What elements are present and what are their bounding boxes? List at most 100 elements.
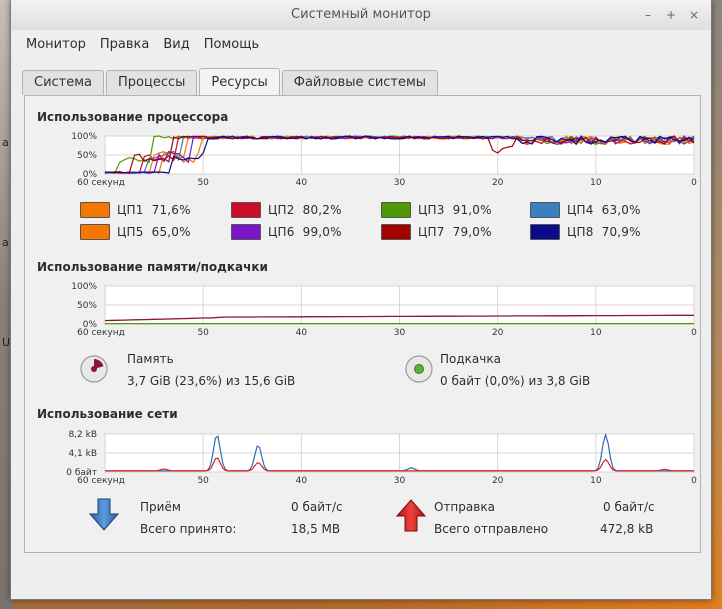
- cpu-graph: 60 секунд 50 40 30 20 10 0 100% 50% 0%: [25, 128, 702, 194]
- desktop-right-edge: [712, 0, 722, 609]
- cpu-y-tick: 50%: [77, 151, 97, 161]
- net-y-tick: 8,2 kB: [68, 430, 97, 440]
- cpu6-legend[interactable]: ЦП6 99,0%: [231, 224, 342, 240]
- cpu-x-tick: 10: [590, 178, 602, 188]
- memory-pie-icon[interactable]: [79, 354, 109, 387]
- cpu-x-tick: 30: [394, 178, 406, 188]
- cpu6-swatch[interactable]: [231, 224, 261, 240]
- mem-y-tick: 50%: [77, 301, 97, 311]
- mem-y-tick: 100%: [71, 282, 97, 292]
- minimize-icon[interactable]: –: [645, 8, 651, 22]
- desktop-glyph: a: [2, 236, 9, 249]
- memory-section-title: Использование памяти/подкачки: [37, 260, 268, 274]
- system-monitor-window: Системный монитор – + × Монитор Правка В…: [10, 0, 712, 600]
- swap-value: 0 байт (0,0%) из 3,8 GiB: [440, 374, 591, 388]
- network-graph: 60 секунд 50 40 30 20 10 0 8,2 kB 4,1 kB 0 байт: [25, 426, 702, 492]
- send-total: 472,8 kB: [600, 522, 654, 536]
- cpu8-legend[interactable]: ЦП8 70,9%: [530, 224, 641, 240]
- network-graph-svg: 60 секунд 50 40 30 20 10 0 8,2 kB 4,1 kB 0 байт: [66, 430, 697, 486]
- cpu3-legend[interactable]: ЦП3 91,0%: [381, 202, 492, 218]
- net-x-tick: 60 секунд: [77, 476, 125, 486]
- send-total-label: Всего отправлено: [434, 522, 549, 536]
- net-x-tick: 10: [590, 476, 602, 486]
- send-label: Отправка: [434, 500, 495, 514]
- cpu7-swatch[interactable]: [381, 224, 411, 240]
- cpu-x-tick: 20: [492, 178, 504, 188]
- receive-rate: 0 байт/с: [291, 500, 343, 514]
- mem-x-tick: 60 секунд: [77, 328, 125, 338]
- swap-label: Подкачка: [440, 352, 501, 366]
- memory-line: [104, 314, 694, 322]
- cpu7-legend[interactable]: ЦП7 79,0%: [381, 224, 492, 240]
- title-bar[interactable]: Системный монитор – + ×: [11, 0, 711, 30]
- mem-x-tick: 50: [197, 328, 209, 338]
- cpu7-label: ЦП7 79,0%: [418, 225, 492, 239]
- cpu2-legend[interactable]: ЦП2 80,2%: [231, 202, 342, 218]
- receive-total: 18,5 MB: [291, 522, 341, 536]
- cpu2-swatch[interactable]: [231, 202, 261, 218]
- memory-value: 3,7 GiB (23,6%) из 15,6 GiB: [127, 374, 296, 388]
- menu-bar: Монитор Правка Вид Помощь: [11, 30, 711, 58]
- mem-x-tick: 10: [590, 328, 602, 338]
- net-x-tick: 20: [492, 476, 504, 486]
- close-icon[interactable]: ×: [689, 8, 700, 22]
- cpu1-legend[interactable]: ЦП1 71,6%: [80, 202, 191, 218]
- tab-bar: Система Процессы Ресурсы Файловые систем…: [22, 68, 440, 95]
- cpu2-label: ЦП2 80,2%: [268, 203, 342, 217]
- cpu4-legend[interactable]: ЦП4 63,0%: [530, 202, 641, 218]
- menu-edit[interactable]: Правка: [99, 36, 150, 52]
- memory-label: Память: [127, 352, 174, 366]
- mem-x-tick: 40: [296, 328, 308, 338]
- cpu-line-7: [105, 135, 695, 174]
- net-y-tick: 4,1 kB: [68, 449, 97, 459]
- cpu5-label: ЦП5 65,0%: [117, 225, 191, 239]
- window-controls: – + ×: [643, 0, 699, 30]
- swap-pie-icon[interactable]: [404, 354, 434, 387]
- menu-monitor[interactable]: Монитор: [26, 36, 86, 52]
- tab-system[interactable]: Система: [22, 70, 105, 95]
- cpu-x-tick: 0: [691, 178, 697, 188]
- mem-x-tick: 0: [691, 328, 697, 338]
- tab-filesystems[interactable]: Файловые системы: [281, 70, 439, 95]
- cpu-x-tick: 40: [296, 178, 308, 188]
- cpu1-label: ЦП1 71,6%: [117, 203, 191, 217]
- cpu3-swatch[interactable]: [381, 202, 411, 218]
- net-x-tick: 50: [197, 476, 209, 486]
- desktop-left-edge: a a U: [0, 0, 12, 609]
- memory-graph-svg: 60 секунд 50 40 30 20 10 0 100% 50% 0%: [71, 282, 697, 338]
- cpu-section-title: Использование процессора: [37, 110, 229, 124]
- cpu3-label: ЦП3 91,0%: [418, 203, 492, 217]
- maximize-icon[interactable]: +: [666, 8, 677, 22]
- menu-view[interactable]: Вид: [163, 36, 190, 52]
- desktop-glyph: U: [2, 336, 11, 349]
- resources-panel: Использование процессора 60 секунд 50 40 30…: [24, 95, 701, 553]
- cpu6-label: ЦП6 99,0%: [268, 225, 342, 239]
- net-x-tick: 0: [691, 476, 697, 486]
- net-y-tick: 0 байт: [66, 468, 97, 478]
- cpu-x-tick: 60 секунд: [77, 178, 125, 188]
- memory-graph: 60 секунд 50 40 30 20 10 0 100% 50% 0%: [25, 278, 702, 344]
- desktop-glyph: a: [2, 136, 9, 149]
- net-x-tick: 40: [296, 476, 308, 486]
- cpu5-swatch[interactable]: [80, 224, 110, 240]
- cpu8-swatch[interactable]: [530, 224, 560, 240]
- net-x-tick: 30: [394, 476, 406, 486]
- cpu-graph-svg: 60 секунд 50 40 30 20 10 0 100% 50% 0%: [71, 132, 697, 188]
- cpu4-swatch[interactable]: [530, 202, 560, 218]
- upload-arrow-icon: [395, 498, 427, 535]
- mem-x-tick: 20: [492, 328, 504, 338]
- tab-processes[interactable]: Процессы: [106, 70, 198, 95]
- mem-y-tick: 0%: [83, 320, 98, 330]
- cpu1-swatch[interactable]: [80, 202, 110, 218]
- cpu4-label: ЦП4 63,0%: [567, 203, 641, 217]
- cpu8-label: ЦП8 70,9%: [567, 225, 641, 239]
- window-title: Системный монитор: [291, 7, 431, 22]
- mem-x-tick: 30: [394, 328, 406, 338]
- cpu-y-tick: 100%: [71, 132, 97, 142]
- menu-help[interactable]: Помощь: [203, 36, 260, 52]
- cpu-x-tick: 50: [197, 178, 209, 188]
- tab-resources[interactable]: Ресурсы: [199, 68, 280, 95]
- cpu5-legend[interactable]: ЦП5 65,0%: [80, 224, 191, 240]
- receive-total-label: Всего принято:: [140, 522, 237, 536]
- cpu-y-tick: 0%: [83, 170, 98, 180]
